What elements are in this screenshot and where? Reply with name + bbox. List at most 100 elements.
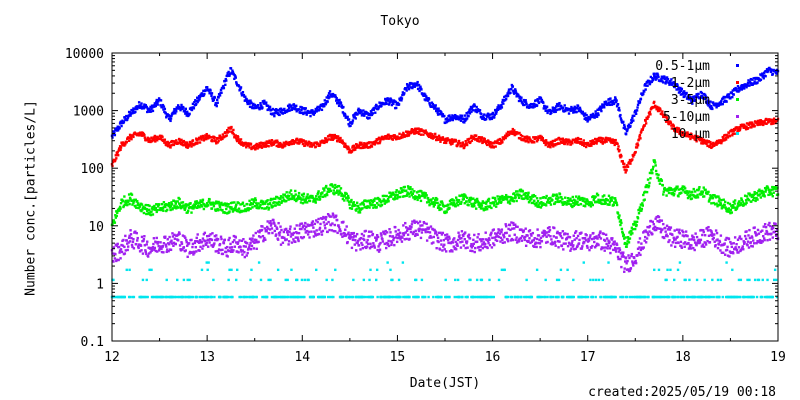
data-point xyxy=(703,97,706,101)
data-point xyxy=(722,198,725,201)
data-point xyxy=(247,144,250,148)
data-point xyxy=(397,234,401,237)
data-point xyxy=(347,200,351,204)
data-point xyxy=(245,242,249,245)
data-point xyxy=(641,202,644,205)
data-point xyxy=(143,103,146,106)
data-point xyxy=(114,216,118,219)
data-point xyxy=(551,198,554,202)
series-2 xyxy=(110,159,780,248)
data-point xyxy=(283,111,287,114)
data-point xyxy=(200,205,204,208)
data-point xyxy=(304,140,307,143)
data-point xyxy=(752,77,755,80)
data-point xyxy=(223,202,227,205)
data-point xyxy=(387,244,391,248)
data-point xyxy=(527,106,531,109)
data-point xyxy=(418,196,421,200)
data-point xyxy=(249,99,252,102)
data-point xyxy=(126,245,130,248)
data-point xyxy=(114,128,118,132)
data-point xyxy=(262,238,266,241)
data-point xyxy=(487,142,491,145)
x-axis-label: Date(JST) xyxy=(409,376,481,391)
data-point xyxy=(597,198,600,202)
data-point xyxy=(713,203,717,206)
data-point xyxy=(623,162,626,166)
data-point xyxy=(564,141,567,144)
data-point xyxy=(219,208,222,211)
data-point xyxy=(332,229,336,233)
data-point xyxy=(676,84,679,87)
data-point xyxy=(457,200,460,204)
data-point xyxy=(533,141,536,144)
data-point xyxy=(520,194,523,198)
data-point xyxy=(309,114,312,118)
data-point xyxy=(689,193,692,197)
data-point xyxy=(474,201,477,204)
data-point xyxy=(145,105,148,109)
data-point xyxy=(339,191,342,195)
data-point xyxy=(622,126,625,130)
data-point xyxy=(442,238,446,242)
data-point xyxy=(355,207,358,211)
data-point xyxy=(278,231,282,234)
data-point xyxy=(431,228,435,231)
data-point xyxy=(626,128,629,131)
data-point xyxy=(115,214,118,218)
data-point xyxy=(461,141,465,144)
data-point xyxy=(424,228,428,231)
data-point xyxy=(544,139,548,142)
data-point xyxy=(387,98,390,101)
data-point xyxy=(198,141,202,144)
data-point xyxy=(125,201,128,205)
data-point xyxy=(441,113,445,116)
data-point xyxy=(418,89,421,93)
data-point xyxy=(632,119,635,122)
data-point xyxy=(515,199,518,203)
data-point xyxy=(424,95,428,98)
data-point xyxy=(456,143,459,147)
data-point xyxy=(675,128,678,131)
data-point xyxy=(375,141,378,144)
data-point xyxy=(624,132,628,136)
data-point xyxy=(602,103,605,106)
data-point xyxy=(514,88,517,91)
data-point xyxy=(313,230,316,233)
data-point xyxy=(763,120,766,123)
data-point xyxy=(353,243,356,246)
data-point xyxy=(225,250,228,254)
data-point xyxy=(179,249,183,252)
data-point xyxy=(669,187,673,190)
data-point xyxy=(126,115,130,119)
data-point xyxy=(166,248,169,251)
data-point xyxy=(169,117,173,120)
data-point xyxy=(221,252,225,256)
data-point xyxy=(131,134,135,137)
data-point xyxy=(498,137,502,141)
data-point xyxy=(600,136,603,140)
data-point xyxy=(384,229,387,233)
data-point xyxy=(362,144,366,147)
data-point xyxy=(723,138,726,142)
data-point xyxy=(218,204,221,207)
data-point xyxy=(523,138,526,141)
data-point xyxy=(507,133,511,137)
data-point xyxy=(240,250,243,253)
data-point xyxy=(199,203,203,207)
data-point xyxy=(494,200,497,203)
data-point xyxy=(153,248,156,251)
data-point xyxy=(366,238,369,242)
data-point xyxy=(410,193,414,197)
data-point xyxy=(437,204,440,207)
data-point xyxy=(770,193,774,196)
data-point xyxy=(703,93,707,97)
data-point xyxy=(553,110,556,114)
data-point xyxy=(405,189,408,193)
data-point xyxy=(506,130,510,134)
data-point xyxy=(601,195,605,198)
data-point xyxy=(498,195,502,199)
data-point xyxy=(484,117,488,121)
data-point xyxy=(113,131,116,134)
data-point xyxy=(310,230,313,233)
